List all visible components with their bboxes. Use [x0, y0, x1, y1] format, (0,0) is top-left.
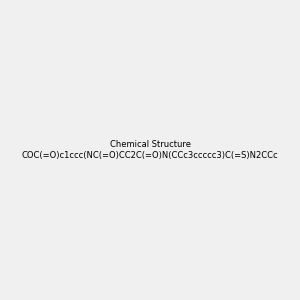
Text: Chemical Structure
COC(=O)c1ccc(NC(=O)CC2C(=O)N(CCc3ccccc3)C(=S)N2CCc: Chemical Structure COC(=O)c1ccc(NC(=O)CC…: [22, 140, 278, 160]
